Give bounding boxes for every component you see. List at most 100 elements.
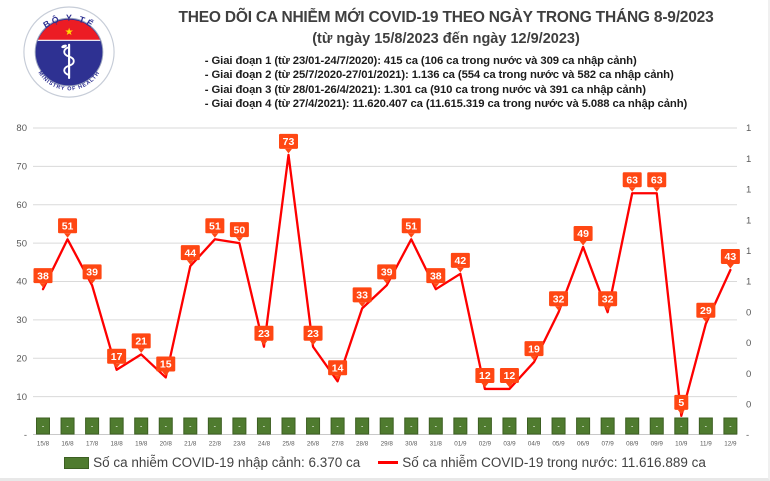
y-axis-left-labels: 80 70 60 50 40 30 20 10 - xyxy=(16,123,27,441)
imported-bar-label: - xyxy=(557,424,560,431)
logo-red-segment xyxy=(37,19,101,41)
imported-bar-label: - xyxy=(42,424,45,431)
callout-box xyxy=(328,360,348,376)
callout-pointer xyxy=(260,340,268,346)
x-tick-label: 29/8 xyxy=(381,441,394,448)
callout-box xyxy=(377,264,397,280)
x-tick-label: 19/8 xyxy=(135,441,148,448)
y-right-tick: 0 xyxy=(746,369,751,380)
callout-pointer xyxy=(726,263,734,269)
chart-subtitle: (từ ngày 15/8/2023 đến ngày 12/9/2023) xyxy=(312,31,580,47)
callout-box xyxy=(229,222,249,238)
callout-value: 12 xyxy=(479,370,491,382)
callout-value: 51 xyxy=(62,220,74,232)
y-left-tick: 40 xyxy=(16,277,27,288)
y-left-tick: 50 xyxy=(16,238,27,249)
x-tick-label: 12/9 xyxy=(724,441,737,448)
x-tick-label: 05/9 xyxy=(552,441,565,448)
callout-pointer xyxy=(39,283,47,288)
imported-bar xyxy=(207,417,222,435)
y-left-tick: 70 xyxy=(16,162,27,173)
callout-pointer xyxy=(285,148,292,154)
imported-bar xyxy=(698,417,713,435)
imported-bar-label: - xyxy=(165,424,168,431)
imported-bar xyxy=(404,417,419,435)
imported-bar xyxy=(502,417,517,435)
imported-bar xyxy=(134,417,149,435)
phase-2-summary: - Giai đoạn 2 (từ 25/7/2020-27/01/2021):… xyxy=(204,69,674,82)
domestic-line-swatch-icon xyxy=(378,461,399,464)
x-tick-label: 03/9 xyxy=(503,441,516,448)
imported-bar-label: - xyxy=(705,424,708,431)
imported-bar-label: - xyxy=(312,424,315,431)
y-right-tick: 1 xyxy=(746,123,751,134)
callout-value: 63 xyxy=(626,174,638,186)
x-tick-label: 28/8 xyxy=(356,441,369,448)
x-tick-label: 11/9 xyxy=(700,441,712,448)
callout-value: 19 xyxy=(528,343,540,355)
callout-value: 5 xyxy=(678,397,684,409)
imported-bar xyxy=(428,417,443,435)
callout-box xyxy=(303,325,323,341)
phase-3-summary: - Giai đoạn 3 (từ 28/01-26/4/2021): 1.30… xyxy=(204,83,646,96)
callout-value: 29 xyxy=(700,305,712,317)
callout-pointer xyxy=(137,348,145,353)
x-tick-label: 09/9 xyxy=(651,441,664,448)
imported-bar-label: - xyxy=(263,424,266,431)
chart-legend: Số ca nhiễm COVID-19 nhập cảnh: 6.370 ca… xyxy=(0,455,768,470)
chart-title: THEO DÕI CA NHIỄM MỚI COVID-19 THEO NGÀY… xyxy=(178,9,714,26)
imported-bar-label: - xyxy=(508,424,511,431)
x-tick-label: 20/8 xyxy=(160,441,173,448)
imported-bar xyxy=(183,417,198,435)
callout-value: 15 xyxy=(160,359,172,371)
y-left-tick: 60 xyxy=(16,200,27,211)
imported-bar xyxy=(600,417,615,435)
imported-bar xyxy=(256,417,271,435)
phase-1-summary: - Giai đoạn 1 (từ 23/01-24/7/2020): 415 … xyxy=(204,55,637,67)
imported-bar-swatch-icon xyxy=(64,456,90,469)
callout-pointer xyxy=(677,409,685,415)
callout-pointer xyxy=(113,363,121,369)
callout-box xyxy=(647,172,667,188)
callout-pointer xyxy=(334,375,342,380)
callout-box xyxy=(254,325,274,341)
phase-summary-block: - Giai đoạn 1 (từ 23/01-24/7/2020): 415 … xyxy=(205,54,687,111)
callout-value: 33 xyxy=(356,290,368,302)
callout-box xyxy=(33,268,53,284)
callout-value: 51 xyxy=(405,220,417,232)
callout-pointer xyxy=(653,187,661,192)
callout-box xyxy=(131,333,151,349)
callout-box xyxy=(598,291,618,307)
callout-box xyxy=(549,291,569,307)
callout-box xyxy=(696,302,716,318)
x-axis-labels: 15/8 16/8 17/8 18/8 19/8 20/8 21/8 22/8 23/8 24/8… xyxy=(37,441,737,448)
y-right-tick: 0 xyxy=(746,400,751,411)
callout-box xyxy=(352,287,372,303)
x-tick-label: 18/8 xyxy=(111,441,124,448)
callout-pointer xyxy=(383,279,391,284)
callout-value: 38 xyxy=(37,270,49,282)
callout-value: 12 xyxy=(504,370,516,382)
callout-pointer xyxy=(505,382,513,388)
imported-bar xyxy=(109,417,124,435)
x-tick-label: 06/9 xyxy=(577,441,590,448)
callout-box xyxy=(107,348,127,364)
y-left-tick: 80 xyxy=(16,123,27,134)
x-tick-label: 26/8 xyxy=(307,441,320,448)
y-right-tick: 1 xyxy=(746,154,751,165)
callout-value: 44 xyxy=(184,247,196,259)
callout-box xyxy=(524,341,544,357)
callout-value: 63 xyxy=(651,174,663,186)
imported-bar-label: - xyxy=(238,424,241,431)
imported-bar xyxy=(649,417,664,435)
imported-bar-label: - xyxy=(361,424,364,431)
y-left-tick: 30 xyxy=(16,315,27,326)
imported-bar-label: - xyxy=(631,424,634,431)
logo-snake-icon xyxy=(63,46,75,76)
imported-bar-label: - xyxy=(606,424,609,431)
callout-pointer xyxy=(186,260,194,265)
imported-bar xyxy=(723,417,738,435)
imported-bar xyxy=(36,417,50,435)
imported-bar-label: - xyxy=(336,424,339,431)
phase-4-summary: - Giai đoạn 4 (từ 27/4/2021): 11.620.407… xyxy=(204,97,688,110)
